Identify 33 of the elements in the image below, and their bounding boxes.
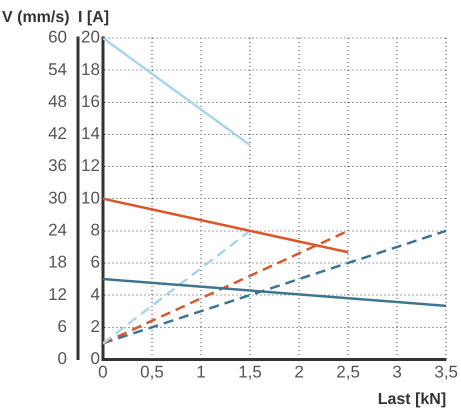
x-axis-title: Last [kN] — [378, 390, 446, 408]
x-tick-label: 1,5 — [238, 362, 262, 382]
y2-tick-label: 20 — [80, 28, 100, 47]
x-tick-label: 3,5 — [434, 362, 458, 382]
x-tick-label: 2,5 — [336, 362, 360, 382]
y-axis-title: V (mm/s) — [2, 9, 70, 26]
y-tick-label: 30 — [48, 188, 67, 208]
y-tick-label: 18 — [48, 252, 67, 272]
y-tick-label: 54 — [48, 60, 67, 79]
x-tick-label: 2 — [294, 362, 304, 382]
y2-tick-label: 2 — [90, 316, 100, 336]
y-tick-label: 36 — [48, 156, 67, 176]
y2-tick-label: 6 — [90, 252, 100, 272]
y2-tick-label: 16 — [80, 92, 100, 111]
y-tick-label: 12 — [48, 284, 67, 304]
y-tick-label: 60 — [48, 28, 67, 47]
y2-tick-label: 4 — [90, 284, 100, 304]
y2-tick-label: 14 — [80, 124, 100, 144]
y2-axis-title: I [A] — [78, 9, 110, 26]
x-tick-label: 0 — [98, 362, 108, 382]
y2-tick-label: 18 — [80, 60, 100, 79]
y2-tick-label: 8 — [90, 220, 100, 240]
y-tick-label: 0 — [58, 349, 67, 368]
y2-tick-label: 0 — [90, 349, 100, 368]
y-tick-label: 24 — [48, 220, 67, 240]
y2-tick-label: 12 — [80, 156, 100, 176]
y-tick-label: 42 — [48, 124, 67, 144]
x-tick-label: 0,5 — [140, 362, 164, 382]
y-tick-label: 6 — [58, 316, 67, 336]
y-tick-label: 48 — [48, 92, 67, 111]
x-tick-label: 1 — [196, 362, 206, 382]
y2-tick-label: 10 — [80, 188, 100, 208]
x-tick-label: 3 — [392, 362, 402, 382]
